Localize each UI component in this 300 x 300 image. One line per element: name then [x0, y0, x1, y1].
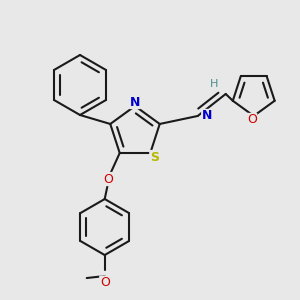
Text: O: O [247, 113, 257, 127]
Text: O: O [100, 276, 110, 289]
Text: N: N [202, 110, 212, 122]
Text: N: N [130, 95, 140, 109]
Text: O: O [103, 172, 113, 185]
Text: S: S [150, 151, 159, 164]
Text: H: H [209, 79, 218, 89]
